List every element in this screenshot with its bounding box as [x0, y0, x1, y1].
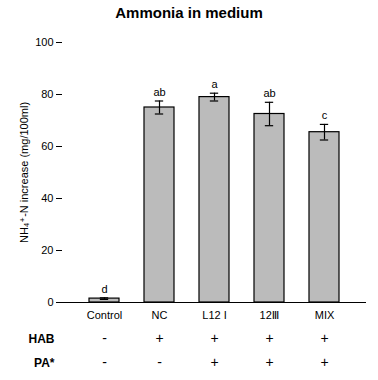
svg-text:+: +	[265, 330, 273, 346]
svg-text:+: +	[155, 330, 163, 346]
svg-text:NH₄⁺-N increase (mg/100ml): NH₄⁺-N increase (mg/100ml)	[18, 102, 30, 243]
html-text:Ammonia in medium: Ammonia in medium	[115, 4, 263, 21]
svg-text:NC: NC	[152, 309, 168, 321]
svg-text:+: +	[210, 354, 218, 370]
svg-text:PA*: PA*	[34, 356, 55, 370]
svg-text:+: +	[320, 330, 328, 346]
svg-text:-: -	[102, 330, 107, 346]
svg-text:60: 60	[41, 140, 53, 152]
svg-text:c: c	[322, 109, 328, 121]
svg-text:40: 40	[41, 192, 53, 204]
svg-text:-: -	[157, 354, 162, 370]
svg-text:HAB: HAB	[29, 332, 55, 346]
svg-text:ab: ab	[263, 87, 275, 99]
svg-text:+: +	[265, 354, 273, 370]
svg-text:+: +	[320, 354, 328, 370]
svg-text:ab: ab	[153, 86, 165, 98]
svg-text:100: 100	[35, 36, 53, 48]
svg-text:-: -	[102, 354, 107, 370]
svg-text:L12 I: L12 I	[202, 309, 226, 321]
svg-text:80: 80	[41, 88, 53, 100]
svg-text:20: 20	[41, 244, 53, 256]
svg-text:12Ⅲ: 12Ⅲ	[260, 309, 280, 321]
svg-text:+: +	[210, 330, 218, 346]
svg-text:d: d	[101, 283, 107, 295]
svg-text:a: a	[211, 78, 218, 90]
svg-text:0: 0	[47, 296, 53, 308]
svg-text:Control: Control	[87, 309, 122, 321]
svg-text:MIX: MIX	[315, 309, 335, 321]
